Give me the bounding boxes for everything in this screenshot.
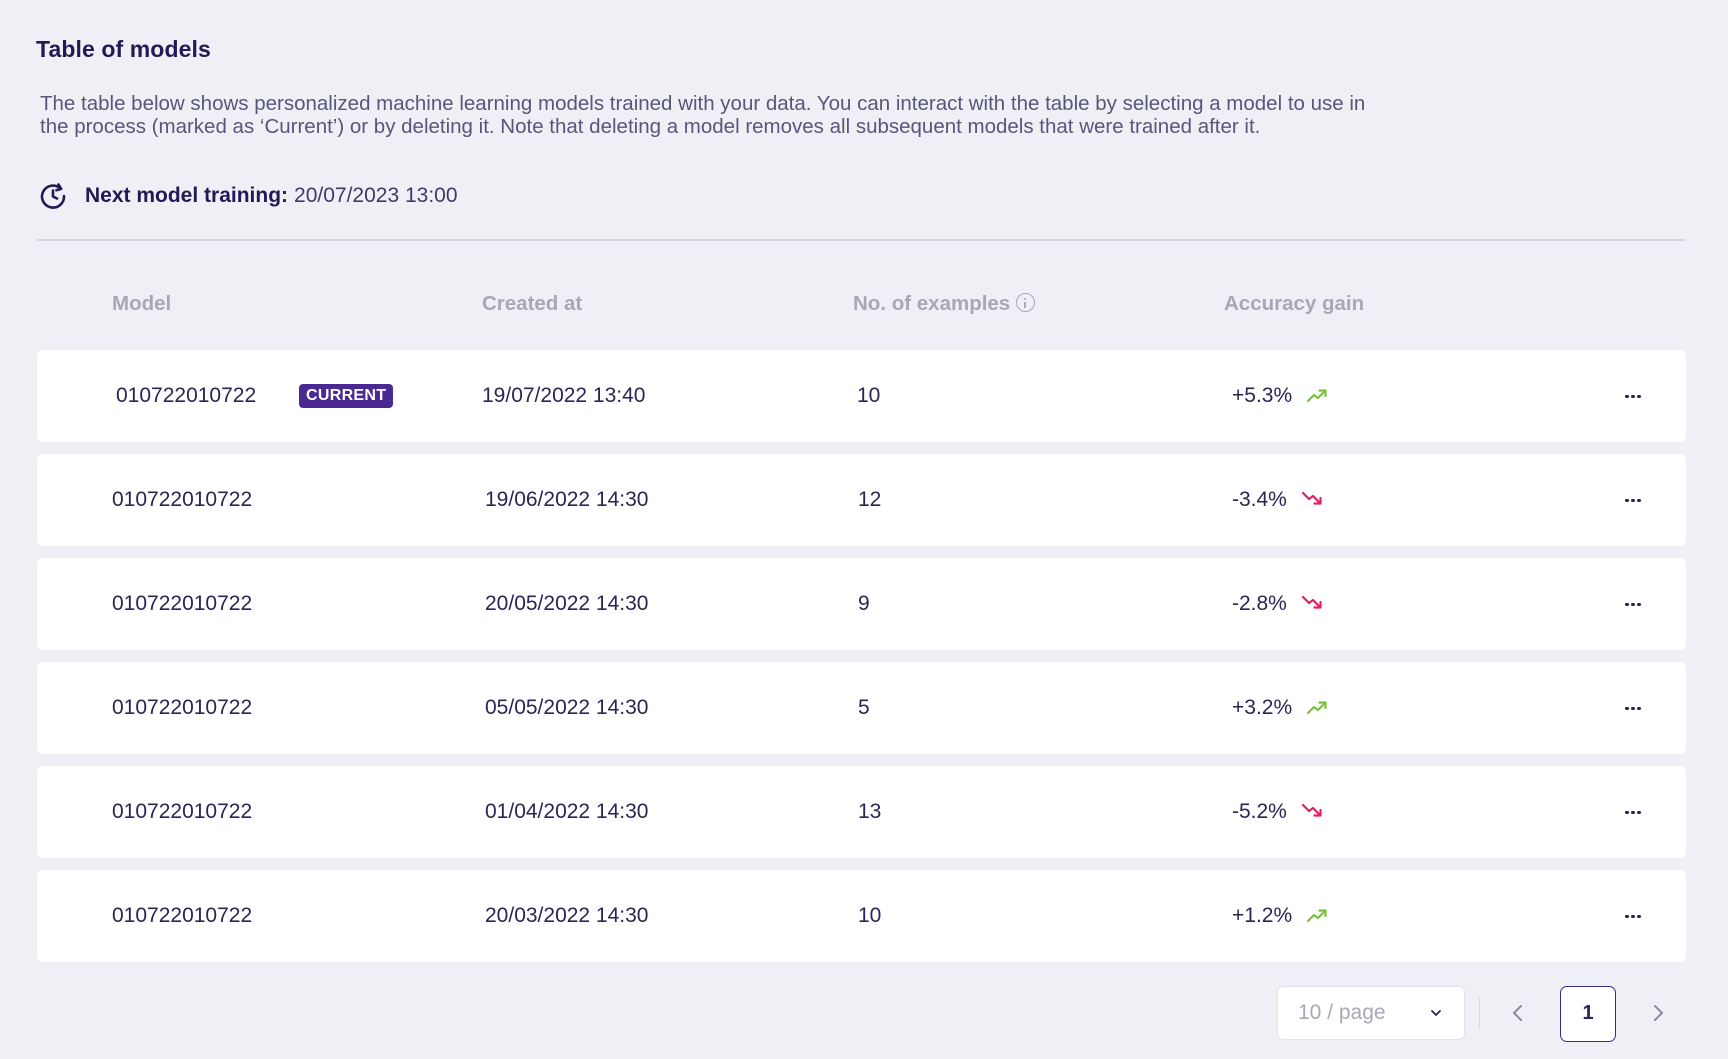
table-row[interactable]: 010722010722 CURRENT 19/07/2022 13:40 10…	[37, 350, 1686, 442]
page-title: Table of models	[36, 36, 211, 62]
examples-count: 10	[858, 904, 882, 927]
more-actions-button[interactable]	[1625, 662, 1643, 754]
more-actions-button[interactable]	[1625, 766, 1643, 858]
column-header-examples-label: No. of examples	[853, 292, 1011, 315]
more-actions-button[interactable]	[1625, 454, 1643, 546]
page-button-current[interactable]: 1	[1560, 986, 1616, 1042]
chevron-right-icon[interactable]	[1648, 1000, 1668, 1026]
table-row[interactable]: 010722010722 05/05/2022 14:30 5 +3.2%	[37, 662, 1686, 754]
page-size-select[interactable]: 10 / page	[1277, 986, 1465, 1040]
more-actions-button[interactable]	[1625, 558, 1643, 650]
created-at: 01/04/2022 14:30	[485, 800, 649, 823]
model-id: 010722010722	[112, 800, 253, 823]
accuracy-gain: +3.2%	[1232, 662, 1328, 754]
table-row[interactable]: 010722010722 20/05/2022 14:30 9 -2.8%	[37, 558, 1686, 650]
more-actions-button[interactable]	[1625, 350, 1643, 442]
table-row[interactable]: 010722010722 19/06/2022 14:30 12 -3.4%	[37, 454, 1686, 546]
examples-count: 12	[858, 488, 882, 511]
column-header-created-at: Created at	[482, 292, 583, 315]
divider	[37, 239, 1685, 241]
table-row[interactable]: 010722010722 01/04/2022 14:30 13 -5.2%	[37, 766, 1686, 858]
created-at: 05/05/2022 14:30	[485, 696, 649, 719]
column-header-examples: No. of examples	[853, 292, 1036, 316]
created-at: 20/05/2022 14:30	[485, 592, 649, 615]
examples-count: 5	[858, 696, 870, 719]
examples-count: 13	[858, 800, 882, 823]
column-header-accuracy-gain: Accuracy gain	[1224, 292, 1365, 315]
accuracy-gain-value: +3.2%	[1232, 696, 1293, 719]
table-header: Model Created at No. of examples Accurac…	[37, 288, 1685, 320]
chevron-left-icon[interactable]	[1508, 1000, 1528, 1026]
model-id: 010722010722	[112, 592, 253, 615]
accuracy-gain: -5.2%	[1232, 766, 1323, 858]
model-id: 010722010722	[112, 488, 253, 511]
page-size-value: 10 / page	[1298, 1001, 1386, 1024]
accuracy-gain: -3.4%	[1232, 454, 1323, 546]
more-actions-button[interactable]	[1625, 870, 1643, 962]
accuracy-gain: +5.3%	[1232, 350, 1328, 442]
clock-refresh-icon	[40, 183, 66, 209]
accuracy-gain: -2.8%	[1232, 558, 1323, 650]
created-at: 19/07/2022 13:40	[482, 384, 646, 407]
trend-down-icon	[1301, 491, 1322, 505]
created-at: 19/06/2022 14:30	[485, 488, 649, 511]
accuracy-gain-value: -3.4%	[1232, 488, 1287, 511]
column-header-model: Model	[112, 292, 172, 315]
accuracy-gain-value: -5.2%	[1232, 800, 1287, 823]
accuracy-gain-value: +1.2%	[1232, 904, 1293, 927]
pagination-separator	[1479, 997, 1480, 1029]
trend-up-icon	[1307, 389, 1327, 403]
accuracy-gain-value: -2.8%	[1232, 592, 1287, 615]
trend-up-icon	[1307, 701, 1327, 715]
next-training: Next model training: 20/07/2023 13:00	[38, 180, 458, 212]
examples-count: 10	[857, 384, 881, 407]
trend-down-icon	[1301, 803, 1322, 817]
trend-down-icon	[1301, 595, 1322, 609]
current-badge: CURRENT	[299, 384, 394, 408]
model-id: 010722010722	[112, 696, 253, 719]
trend-up-icon	[1307, 909, 1327, 923]
table-row[interactable]: 010722010722 20/03/2022 14:30 10 +1.2%	[37, 870, 1686, 962]
accuracy-gain: +1.2%	[1232, 870, 1328, 962]
model-id: 010722010722	[112, 904, 253, 927]
chevron-down-icon	[1431, 1010, 1441, 1016]
accuracy-gain-value: +5.3%	[1232, 384, 1293, 407]
info-icon[interactable]	[1016, 293, 1036, 312]
examples-count: 9	[858, 592, 870, 615]
model-id: 010722010722	[116, 384, 257, 407]
page-description: The table below shows personalized machi…	[40, 92, 1366, 138]
created-at: 20/03/2022 14:30	[485, 904, 649, 927]
next-training-value: 20/07/2023 13:00	[294, 184, 458, 207]
next-training-label: Next model training:	[85, 184, 289, 207]
